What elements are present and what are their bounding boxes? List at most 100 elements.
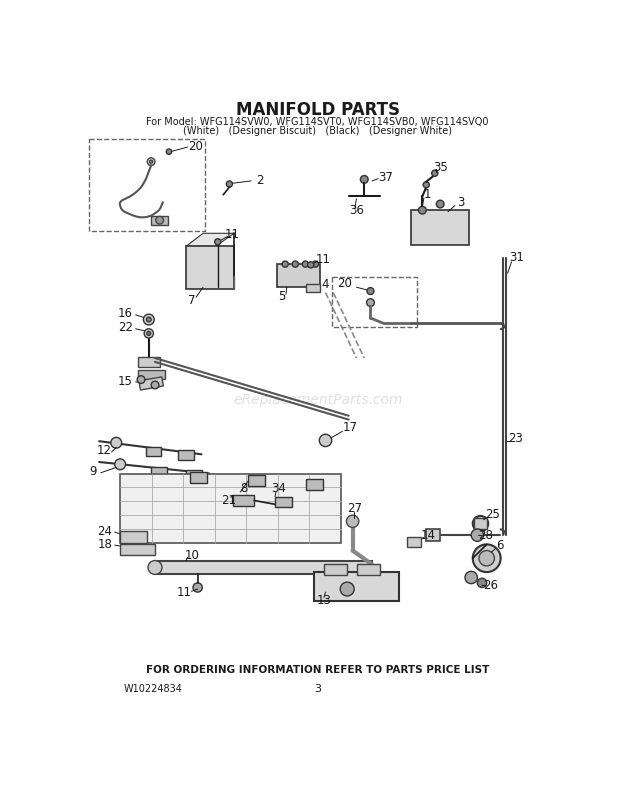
Text: 24: 24 [97, 525, 112, 538]
Text: 11: 11 [177, 586, 192, 599]
Circle shape [151, 381, 159, 389]
Bar [314, 572, 399, 602]
Text: 36: 36 [349, 204, 364, 217]
Text: 22: 22 [118, 321, 133, 334]
Circle shape [472, 545, 501, 572]
Text: 20: 20 [337, 277, 352, 290]
Circle shape [144, 329, 154, 338]
Text: 35: 35 [433, 160, 448, 173]
Circle shape [308, 261, 314, 268]
Bar [306, 284, 320, 292]
Text: MANIFOLD PARTS: MANIFOLD PARTS [236, 101, 400, 119]
Circle shape [477, 578, 487, 588]
Circle shape [282, 261, 288, 267]
Circle shape [193, 583, 202, 592]
Circle shape [148, 158, 155, 165]
Bar [186, 471, 202, 480]
Text: 1: 1 [424, 188, 432, 201]
Text: W10224834: W10224834 [124, 684, 183, 695]
Bar [120, 545, 155, 555]
Text: (White)   (Designer Biscuit)   (Black)   (Designer White): (White) (Designer Biscuit) (Black) (Desi… [184, 126, 452, 136]
Text: 9: 9 [89, 465, 97, 479]
Text: 21: 21 [221, 494, 236, 507]
Text: 31: 31 [509, 252, 523, 265]
Circle shape [146, 318, 151, 322]
Circle shape [319, 434, 332, 447]
Circle shape [148, 561, 162, 574]
Text: For Model: WFG114SVW0, WFG114SVT0, WFG114SVB0, WFG114SVQ0: For Model: WFG114SVW0, WFG114SVT0, WFG11… [146, 116, 489, 127]
Circle shape [111, 437, 122, 448]
Bar [407, 537, 421, 547]
Text: 10: 10 [185, 549, 200, 561]
Text: eReplacementParts.com: eReplacementParts.com [233, 394, 402, 407]
Polygon shape [186, 233, 234, 246]
Text: 23: 23 [508, 432, 523, 445]
Bar [138, 357, 159, 367]
Text: 5: 5 [278, 290, 285, 303]
Bar [306, 479, 323, 490]
Circle shape [471, 529, 484, 541]
Text: 16: 16 [118, 307, 133, 320]
Circle shape [115, 459, 125, 470]
Bar [427, 529, 440, 541]
Text: 6: 6 [496, 539, 503, 552]
Circle shape [166, 149, 172, 154]
Circle shape [137, 376, 145, 383]
Bar [275, 496, 292, 508]
Text: 3: 3 [458, 196, 465, 209]
Circle shape [215, 239, 221, 245]
Circle shape [347, 515, 359, 528]
Text: 34: 34 [272, 483, 286, 496]
Circle shape [465, 571, 477, 584]
Circle shape [226, 181, 232, 187]
Circle shape [303, 261, 309, 267]
Text: 4: 4 [322, 278, 329, 291]
Bar [138, 370, 165, 379]
Text: 15: 15 [118, 375, 133, 387]
Circle shape [432, 170, 438, 176]
Bar [139, 377, 164, 390]
Bar [155, 561, 372, 574]
Circle shape [340, 582, 354, 596]
Text: 7: 7 [188, 294, 195, 307]
Text: 12: 12 [96, 444, 112, 457]
Circle shape [312, 261, 319, 267]
Text: 37: 37 [378, 171, 392, 184]
Text: FOR ORDERING INFORMATION REFER TO PARTS PRICE LIST: FOR ORDERING INFORMATION REFER TO PARTS … [146, 665, 489, 675]
Circle shape [436, 200, 444, 208]
Text: 8: 8 [241, 483, 248, 496]
Bar [410, 210, 469, 245]
Circle shape [143, 314, 154, 325]
Bar [120, 531, 148, 543]
Text: 3: 3 [314, 684, 321, 695]
Bar [151, 468, 167, 476]
Bar [151, 216, 168, 225]
Bar [248, 475, 265, 486]
Text: 20: 20 [188, 140, 203, 153]
Bar [190, 472, 207, 483]
Text: 13: 13 [317, 594, 331, 607]
Text: 18: 18 [97, 538, 112, 551]
Circle shape [366, 299, 374, 306]
Circle shape [149, 160, 153, 164]
Bar [179, 451, 193, 460]
Bar [120, 473, 341, 543]
Text: 2: 2 [256, 175, 264, 188]
Bar [232, 495, 254, 506]
Circle shape [423, 182, 429, 188]
Bar [146, 447, 161, 456]
Text: 25: 25 [485, 508, 500, 520]
Text: 27: 27 [347, 502, 363, 515]
Circle shape [479, 550, 495, 566]
Circle shape [156, 217, 164, 224]
Text: 14: 14 [421, 529, 436, 541]
Bar [324, 565, 347, 575]
Circle shape [367, 288, 374, 294]
Bar [356, 565, 379, 575]
Bar [186, 246, 234, 289]
Text: 26: 26 [483, 579, 498, 592]
Text: 28: 28 [479, 529, 494, 541]
Bar [278, 264, 320, 287]
Circle shape [418, 206, 427, 214]
Bar [474, 518, 487, 529]
